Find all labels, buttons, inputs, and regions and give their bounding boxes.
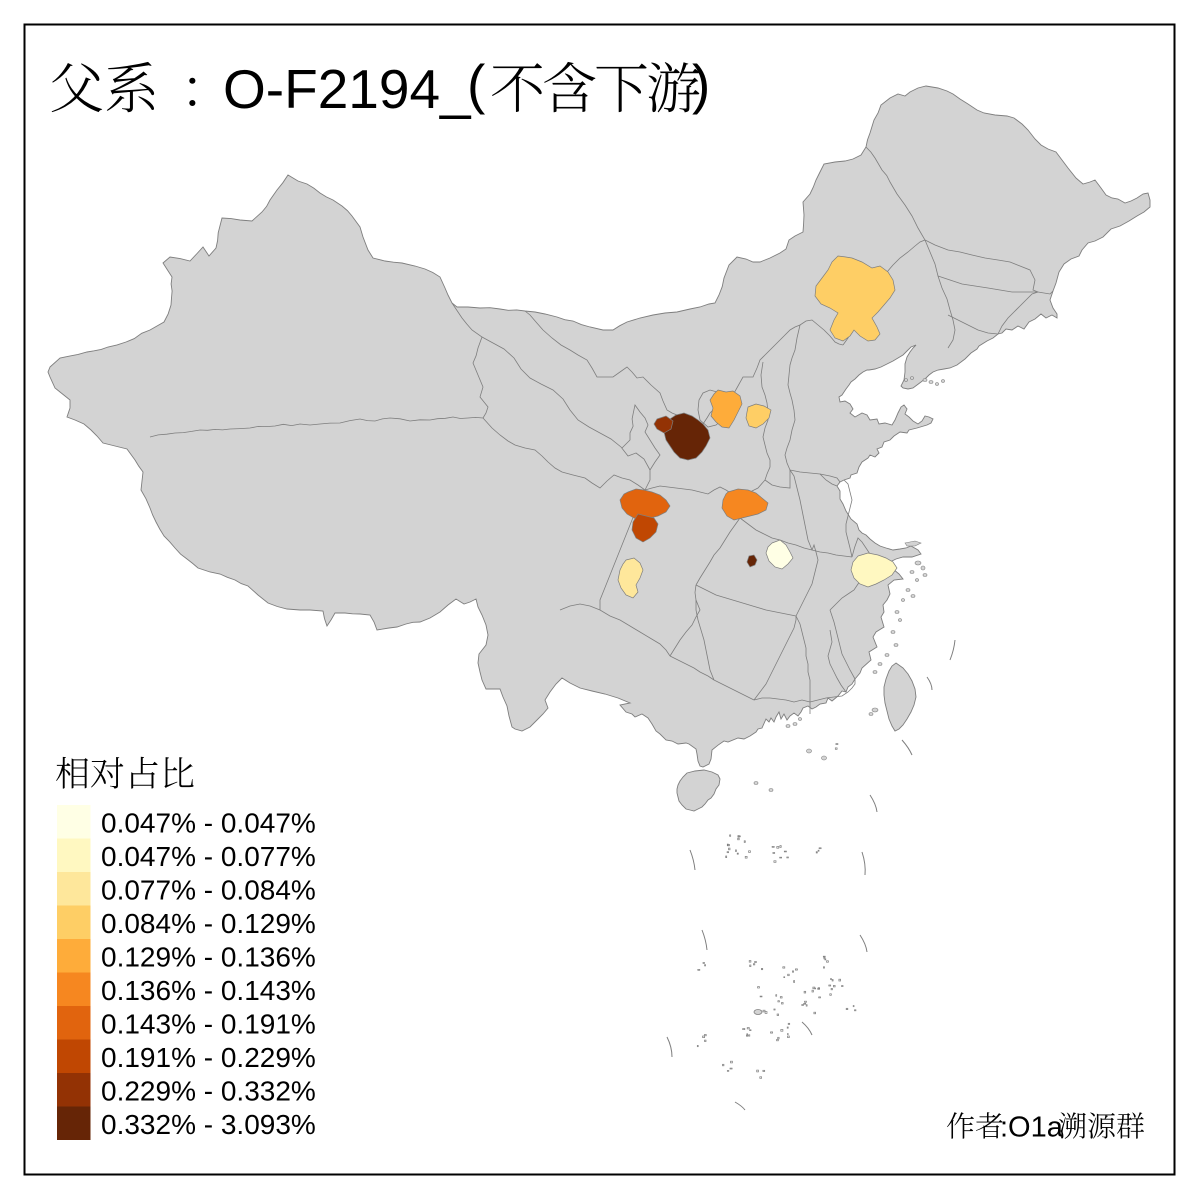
- svg-text:(: (: [467, 53, 485, 115]
- svg-text:0.332% - 3.093%: 0.332% - 3.093%: [101, 1109, 316, 1140]
- svg-text:0.136% - 0.143%: 0.136% - 0.143%: [101, 975, 316, 1006]
- svg-text:0.047% - 0.047%: 0.047% - 0.047%: [101, 808, 316, 839]
- svg-text:0.191% - 0.229%: 0.191% - 0.229%: [101, 1042, 316, 1073]
- svg-text:0.047% - 0.077%: 0.047% - 0.077%: [101, 841, 316, 872]
- svg-text:0.077% - 0.084%: 0.077% - 0.084%: [101, 875, 316, 906]
- svg-text:): ): [692, 53, 710, 115]
- svg-text:O-F2194_: O-F2194_: [223, 58, 472, 120]
- svg-text::O1a: :O1a: [1000, 1112, 1064, 1144]
- svg-text:0.229% - 0.332%: 0.229% - 0.332%: [101, 1076, 316, 1107]
- svg-text:0.129% - 0.136%: 0.129% - 0.136%: [101, 942, 316, 973]
- svg-text:0.084% - 0.129%: 0.084% - 0.129%: [101, 908, 316, 939]
- svg-text:0.143% - 0.191%: 0.143% - 0.191%: [101, 1009, 316, 1040]
